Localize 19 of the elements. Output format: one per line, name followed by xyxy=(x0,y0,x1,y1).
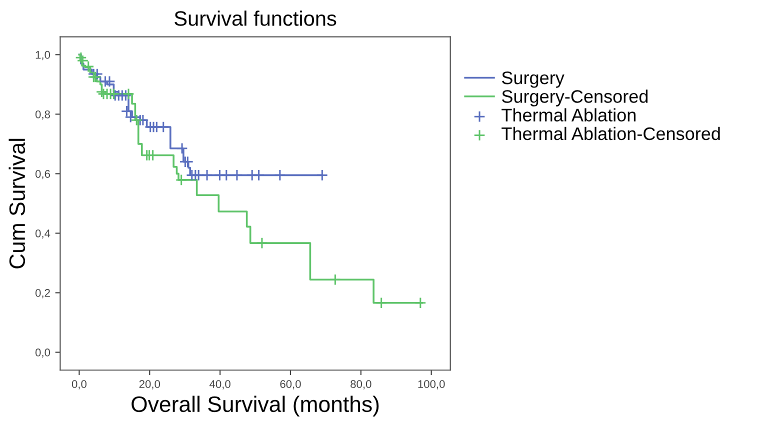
legend-label: Surgery-Censored xyxy=(502,90,648,106)
x-tick-label: 0,0 xyxy=(72,380,86,390)
x-tick-label: 100,0 xyxy=(418,380,445,390)
y-axis-title: Cum Survival xyxy=(8,138,26,268)
y-tick-label: 1,0 xyxy=(36,50,50,60)
x-tick-label: 20,0 xyxy=(139,380,160,390)
y-tick-label: 0,8 xyxy=(35,110,50,120)
y-tick-label: 0,6 xyxy=(35,170,50,180)
legend-label: Thermal Ablation-Censored xyxy=(502,126,720,140)
y-tick-label: 0,4 xyxy=(35,229,50,239)
legend-label: Thermal Ablation xyxy=(502,108,636,122)
x-axis-title: Overall Survival (months) xyxy=(132,396,379,416)
x-tick-label: 40,0 xyxy=(210,380,230,390)
y-tick-label: 0,0 xyxy=(35,348,50,358)
legend-label: Surgery xyxy=(502,71,564,88)
y-tick-label: 0,2 xyxy=(35,289,50,298)
x-tick-label: 60,0 xyxy=(280,380,301,390)
x-tick-label: 80,0 xyxy=(350,380,372,390)
chart-title: Survival functions xyxy=(174,10,336,26)
